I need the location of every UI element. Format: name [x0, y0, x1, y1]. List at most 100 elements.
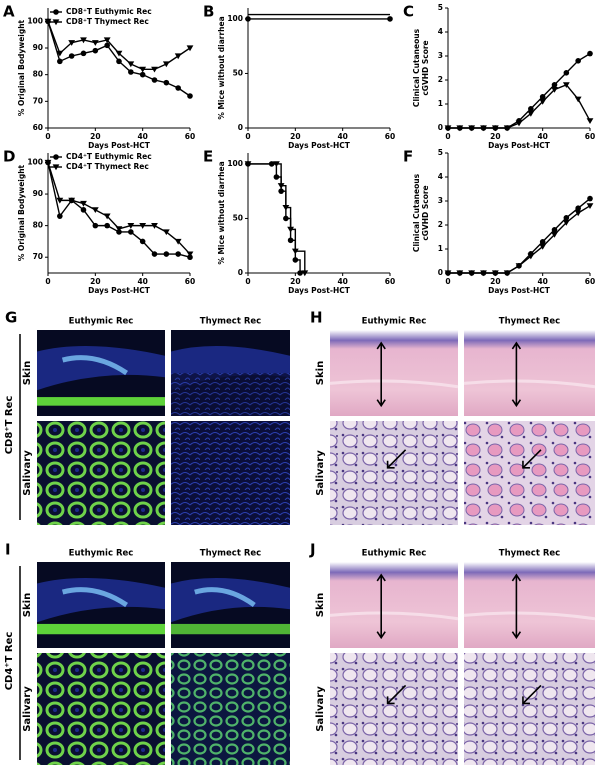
marker	[56, 50, 64, 57]
y-tick-label: 70	[33, 96, 43, 105]
marker	[282, 204, 290, 211]
x-tick-label: 60	[385, 277, 395, 286]
micrograph	[464, 421, 595, 525]
micrograph	[37, 653, 165, 765]
y-tick-label: 100	[227, 159, 243, 168]
x-tick-label: 0	[245, 132, 250, 141]
y-axis-title: cGVHD Score	[421, 185, 430, 240]
marker	[128, 229, 134, 235]
marker	[139, 71, 146, 78]
panel-letter: J	[309, 541, 316, 559]
y-tick-label: 80	[33, 221, 43, 230]
column-header: Euthymic Rec	[362, 549, 427, 559]
row-label: Salivary	[22, 686, 33, 732]
y-tick-label: 90	[33, 189, 43, 198]
arrow-head	[522, 460, 530, 469]
arrow-head	[511, 631, 522, 640]
marker	[80, 37, 87, 44]
arrow	[522, 684, 542, 704]
marker	[91, 40, 99, 46]
legend-label: CD8⁺T Thymect Rec	[66, 17, 149, 26]
marker	[91, 207, 99, 214]
arrow-head	[376, 573, 386, 582]
marker	[151, 66, 158, 73]
marker	[273, 174, 280, 180]
row-label: Salivary	[22, 450, 33, 496]
marker	[527, 253, 535, 260]
marker	[562, 82, 570, 88]
marker	[515, 120, 523, 127]
marker	[575, 58, 581, 64]
marker	[53, 9, 59, 15]
tissue	[194, 587, 256, 608]
x-tick-label: 60	[585, 132, 595, 141]
x-axis-title: Days Post-HCT	[288, 286, 351, 295]
marker	[52, 19, 60, 26]
y-tick-label: 0	[238, 268, 243, 277]
arrow-head	[522, 696, 530, 705]
marker	[587, 50, 593, 57]
marker	[562, 220, 570, 226]
y-tick-label: 5	[438, 148, 443, 157]
marker	[586, 203, 594, 209]
marker	[92, 222, 99, 229]
y-tick-label: 100	[227, 14, 243, 23]
marker	[163, 251, 170, 257]
marker	[444, 270, 452, 277]
tissue	[463, 611, 596, 621]
micrograph	[464, 562, 595, 648]
series-line	[248, 163, 306, 273]
marker	[551, 232, 558, 238]
panel-letter: G	[5, 309, 17, 327]
marker	[116, 58, 122, 65]
marker	[115, 50, 123, 57]
column-header: Euthymic Rec	[69, 549, 134, 559]
panel-letter: A	[3, 3, 15, 21]
marker	[444, 125, 452, 132]
marker	[575, 205, 581, 211]
marker	[277, 183, 285, 189]
x-tick-label: 0	[45, 132, 50, 141]
panel-letter: F	[403, 148, 413, 166]
marker	[563, 215, 570, 221]
marker	[539, 239, 546, 245]
marker	[551, 87, 558, 93]
x-tick-label: 60	[385, 132, 395, 141]
marker	[44, 18, 52, 25]
marker	[563, 70, 570, 76]
panel-letter: B	[203, 3, 214, 21]
marker	[104, 222, 110, 229]
column-header: Thymect Rec	[499, 317, 560, 327]
marker	[139, 66, 147, 73]
marker	[480, 270, 487, 277]
micrograph	[464, 653, 595, 765]
marker	[456, 125, 464, 132]
y-tick-label: 2	[438, 75, 443, 84]
row-label: Skin	[22, 361, 33, 385]
y-tick-label: 4	[438, 172, 443, 181]
marker	[127, 223, 135, 229]
marker	[104, 42, 110, 49]
y-tick-label: 3	[438, 51, 443, 60]
marker	[468, 125, 476, 132]
marker	[57, 58, 63, 65]
marker	[80, 200, 87, 207]
marker	[186, 45, 194, 52]
marker	[287, 226, 294, 233]
y-axis-title: Clinical Cutaneous	[412, 28, 421, 107]
y-axis-title: % Original Bodyweight	[17, 164, 26, 261]
x-tick-label: 60	[185, 132, 195, 141]
marker	[44, 159, 52, 166]
marker	[278, 188, 284, 194]
marker	[162, 61, 170, 68]
marker	[103, 213, 111, 220]
marker	[527, 111, 535, 117]
marker	[551, 227, 558, 233]
x-tick-label: 40	[337, 277, 347, 286]
y-axis-title: cGVHD Score	[421, 40, 430, 95]
micrograph	[330, 562, 458, 648]
x-axis-title: Days Post-HCT	[488, 141, 551, 150]
legend-label: CD8⁺T Euthymic Rec	[66, 7, 152, 16]
tissue	[329, 379, 459, 389]
marker	[273, 161, 280, 168]
